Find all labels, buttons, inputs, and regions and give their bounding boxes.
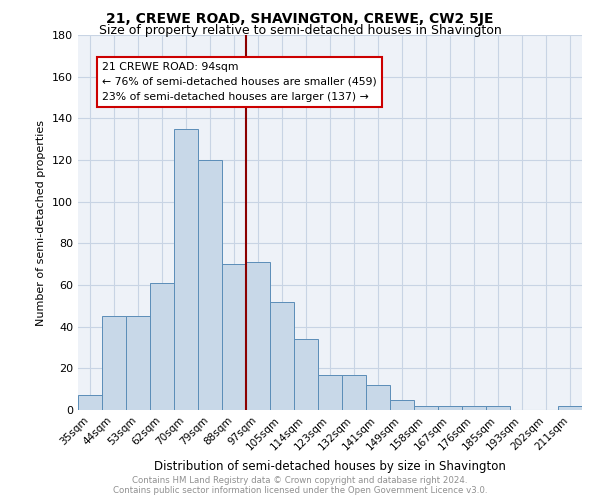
- Bar: [102, 316, 126, 410]
- Bar: [318, 374, 342, 410]
- Bar: [150, 283, 174, 410]
- Bar: [414, 406, 438, 410]
- Text: 21 CREWE ROAD: 94sqm
← 76% of semi-detached houses are smaller (459)
23% of semi: 21 CREWE ROAD: 94sqm ← 76% of semi-detac…: [102, 62, 377, 102]
- Bar: [558, 406, 582, 410]
- Bar: [222, 264, 246, 410]
- Y-axis label: Number of semi-detached properties: Number of semi-detached properties: [37, 120, 46, 326]
- Bar: [486, 406, 510, 410]
- Bar: [126, 316, 150, 410]
- Bar: [462, 406, 486, 410]
- Bar: [342, 374, 366, 410]
- Bar: [390, 400, 414, 410]
- Bar: [294, 339, 318, 410]
- Bar: [270, 302, 294, 410]
- Bar: [438, 406, 462, 410]
- Text: Contains HM Land Registry data © Crown copyright and database right 2024.
Contai: Contains HM Land Registry data © Crown c…: [113, 476, 487, 495]
- Bar: [366, 385, 390, 410]
- Bar: [246, 262, 270, 410]
- Text: 21, CREWE ROAD, SHAVINGTON, CREWE, CW2 5JE: 21, CREWE ROAD, SHAVINGTON, CREWE, CW2 5…: [106, 12, 494, 26]
- Bar: [78, 396, 102, 410]
- Bar: [174, 128, 198, 410]
- Bar: [198, 160, 222, 410]
- Text: Size of property relative to semi-detached houses in Shavington: Size of property relative to semi-detach…: [98, 24, 502, 37]
- X-axis label: Distribution of semi-detached houses by size in Shavington: Distribution of semi-detached houses by …: [154, 460, 506, 473]
